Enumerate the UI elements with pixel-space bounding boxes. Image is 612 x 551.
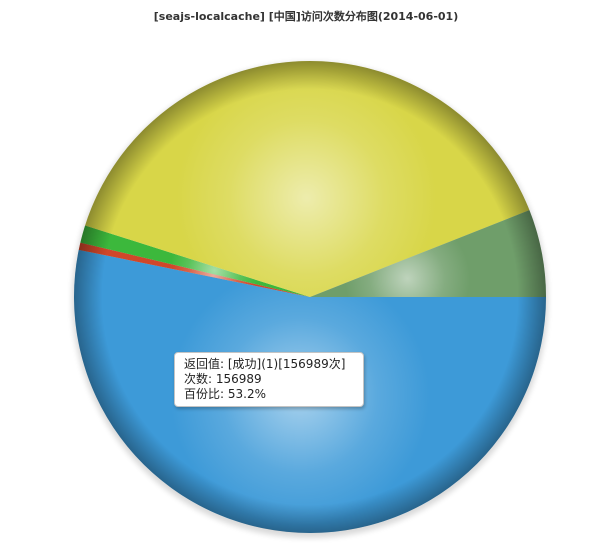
tooltip-return-value: 返回值: [成功](1)[156989次] — [184, 357, 346, 371]
slice-tooltip: 返回值: [成功](1)[156989次] 次数: 156989 百份比: 53… — [174, 352, 364, 407]
tooltip-count: 次数: 156989 — [184, 372, 262, 386]
tooltip-percent: 百份比: 53.2% — [184, 387, 266, 401]
chart-title: [seajs-localcache] [中国]访问次数分布图(2014-06-0… — [153, 10, 459, 23]
pie-slices — [73, 61, 546, 533]
